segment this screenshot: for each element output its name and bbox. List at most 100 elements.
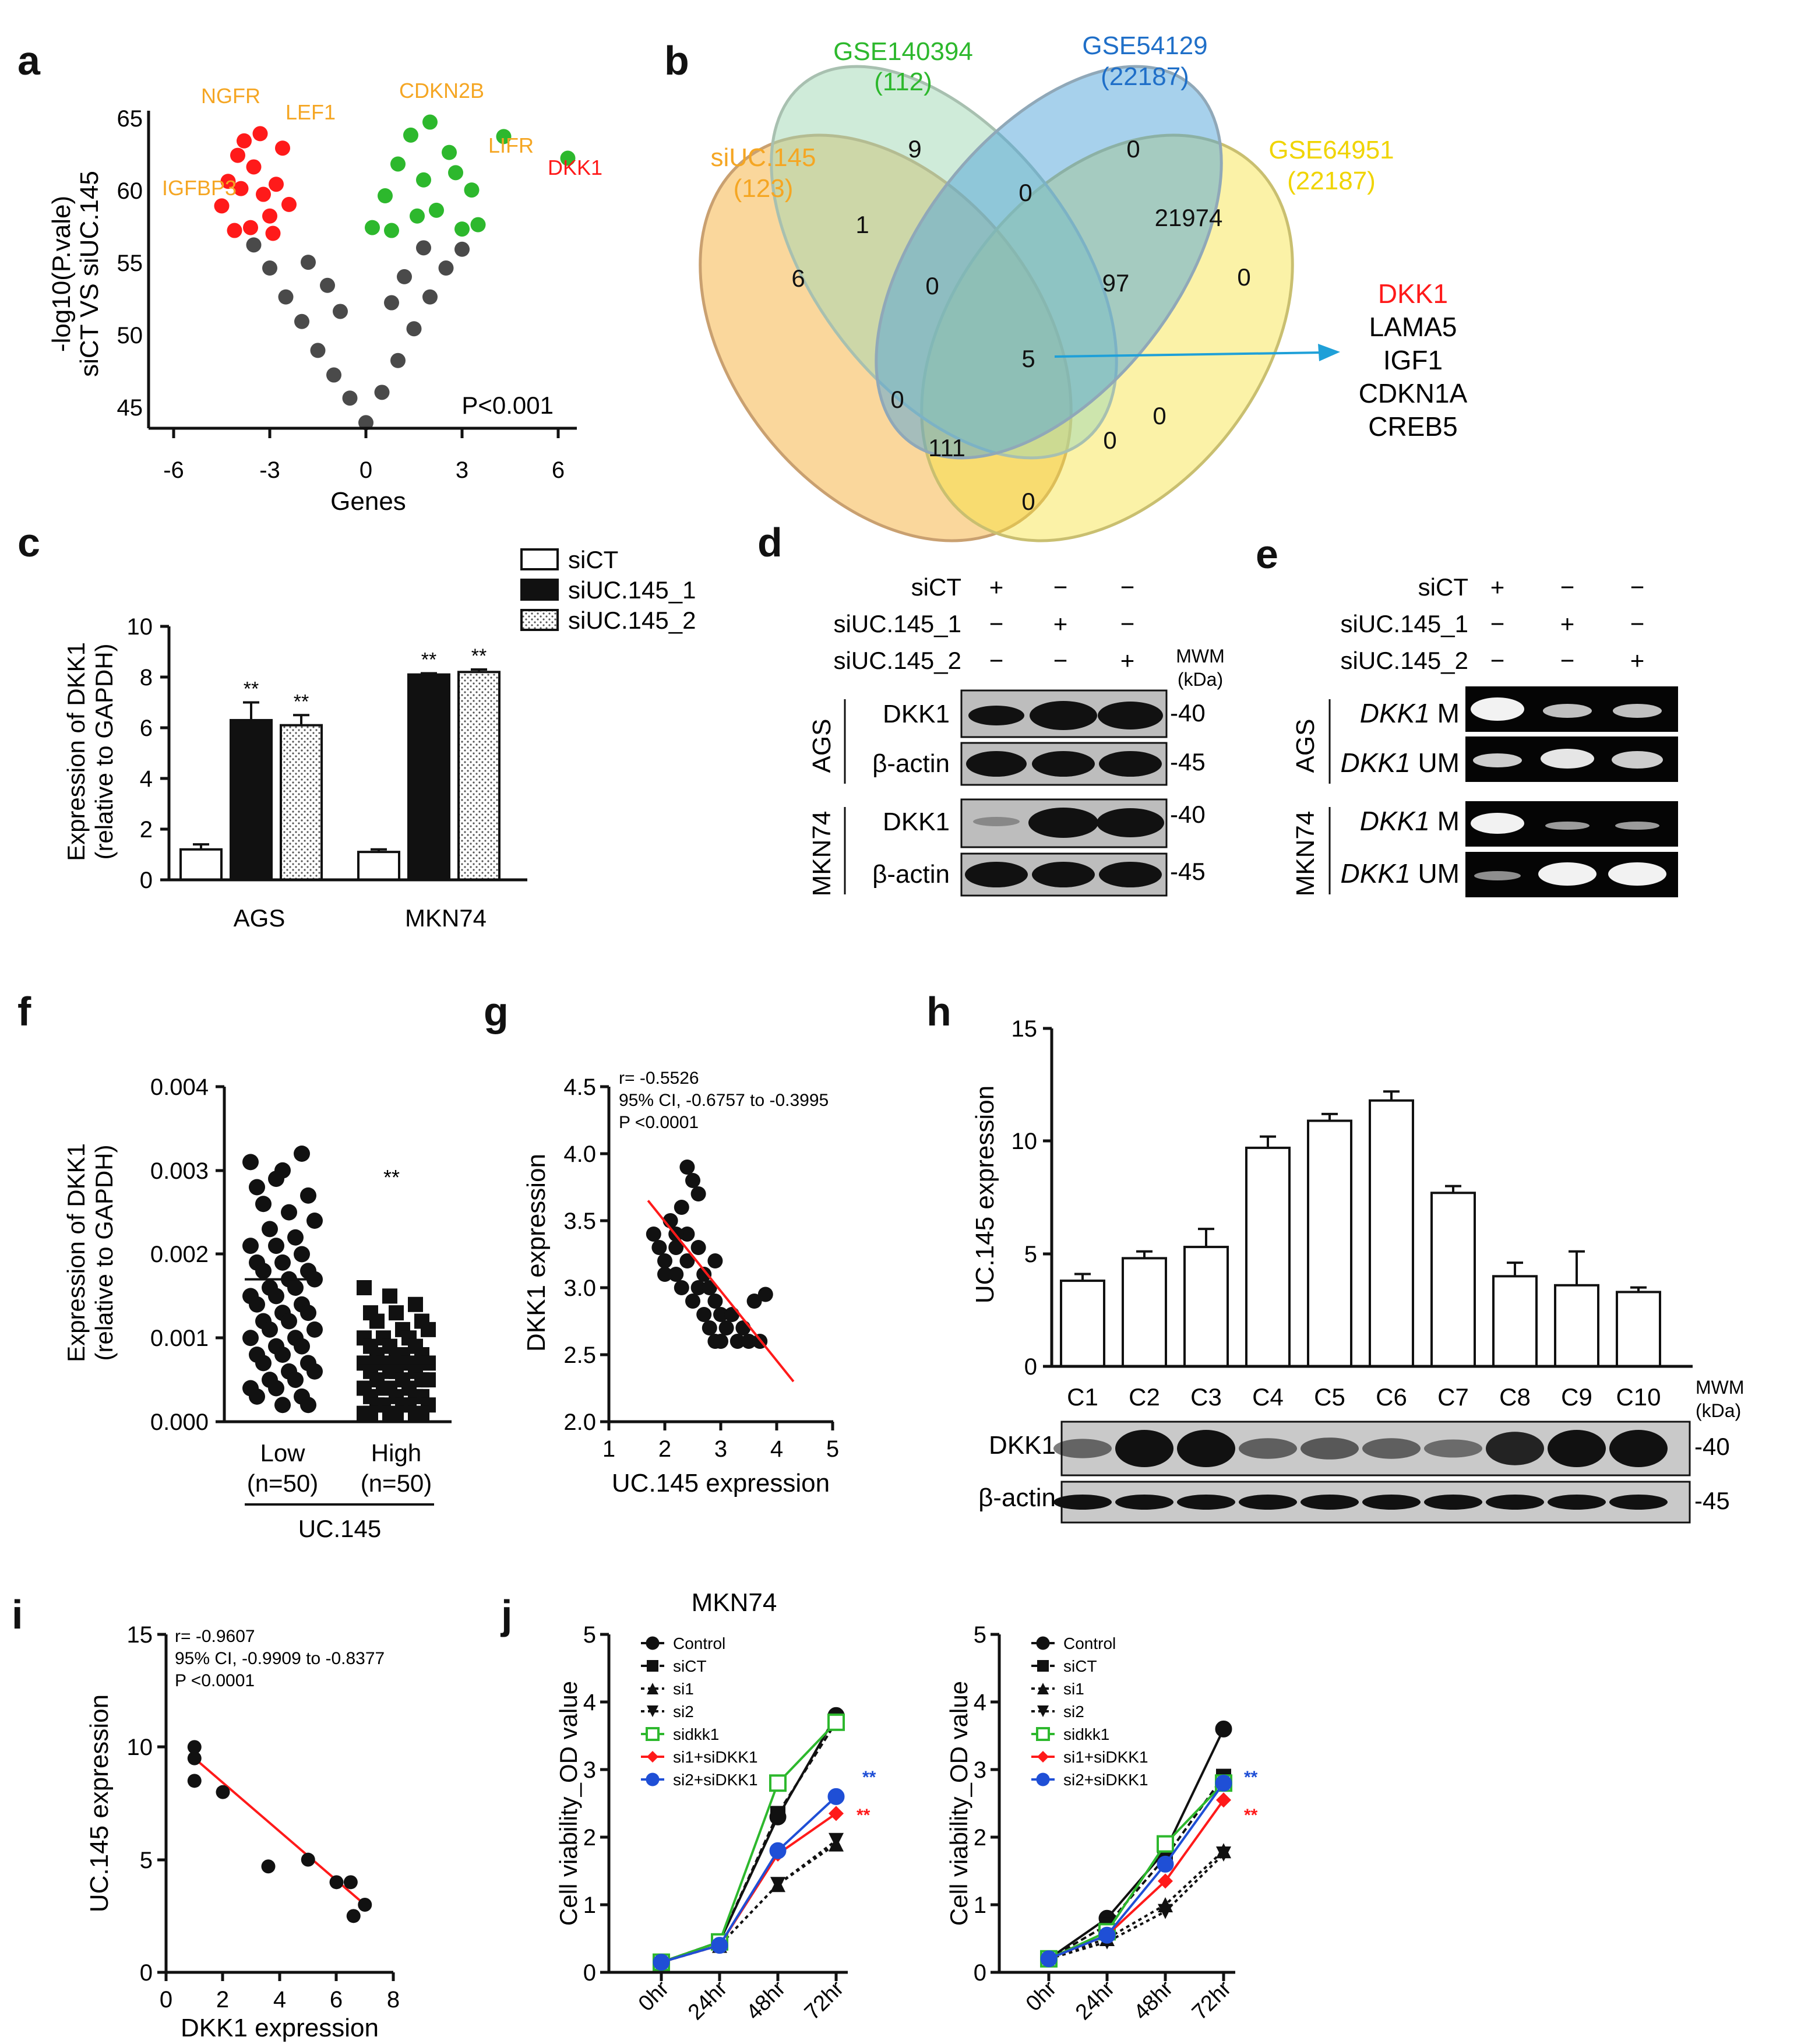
c-ytick: 8 <box>140 665 153 690</box>
volcano-point <box>246 237 262 253</box>
legend-label: si2+siDKK1 <box>673 1771 758 1789</box>
panel-letter-f: f <box>17 989 31 1034</box>
volcano-point <box>464 182 480 198</box>
h-ytick: 10 <box>1012 1129 1038 1154</box>
a-xtick: 0 <box>360 457 372 483</box>
dot-point <box>268 1380 284 1397</box>
legend-label: si2+siDKK1 <box>1063 1771 1148 1789</box>
volcano-point <box>256 186 271 202</box>
f-sig: ** <box>383 1165 400 1189</box>
venn-gene: IGF1 <box>1383 345 1443 375</box>
series-marker <box>647 1751 658 1763</box>
j-ytick: 0 <box>583 1960 596 1986</box>
volcano-point <box>416 240 431 256</box>
label-cdkn2b: CDKN2B <box>399 79 484 103</box>
j-xtick: 0hr <box>634 1976 674 2016</box>
category-label: C3 <box>1190 1383 1222 1411</box>
e-sign: − <box>1490 610 1505 637</box>
d-size: -45 <box>1170 748 1206 776</box>
d-size: -45 <box>1170 858 1206 885</box>
scatter-point <box>187 1751 202 1765</box>
scatter-point <box>187 1740 202 1754</box>
a-xtick: -3 <box>259 457 280 483</box>
volcano-plot: 45 50 55 60 65 -6 -3 0 3 6 Genes -log10(… <box>47 79 602 516</box>
i-ytick: 10 <box>127 1735 153 1760</box>
panel-letter-d: d <box>757 520 783 565</box>
dot-point <box>249 1179 265 1196</box>
a-ylabel: siCT VS siUC.145 <box>75 171 104 377</box>
j-title-ags: MKN74 <box>692 1588 777 1617</box>
d-protein: β-actin <box>872 860 950 889</box>
panel-letter-i: i <box>12 1592 23 1637</box>
h-ytick: 0 <box>1024 1354 1037 1380</box>
f-ytick: 0.001 <box>150 1326 209 1351</box>
bar <box>1307 1119 1352 1368</box>
series-marker <box>647 1705 658 1717</box>
series-marker <box>1215 1720 1232 1738</box>
svg-text:DKK1 M: DKK1 M <box>1360 806 1460 836</box>
category-label: C5 <box>1314 1383 1345 1411</box>
square-point <box>382 1288 397 1304</box>
c-legend-label: siCT <box>568 546 618 573</box>
blot-band-dkk1 <box>1486 1432 1544 1465</box>
bar <box>179 848 223 882</box>
a-xlabel: Genes <box>330 487 406 516</box>
bar <box>1122 1257 1167 1368</box>
j-ytick: 0 <box>974 1960 986 1986</box>
panel-letter-g: g <box>484 989 509 1034</box>
bar <box>280 724 323 882</box>
venn-region: 5 <box>1021 345 1035 372</box>
blot-band-dkk1 <box>1362 1438 1421 1459</box>
dot-point <box>255 1263 272 1280</box>
scatter-point <box>343 1875 358 1890</box>
c-legend-label: siUC.145_2 <box>568 607 696 634</box>
dot-point <box>287 1372 304 1388</box>
volcano-point <box>410 208 425 224</box>
d-sign: + <box>1120 647 1135 674</box>
bar <box>1060 1280 1105 1368</box>
e-sign: − <box>1630 573 1645 601</box>
j-legend-ags: Control siCT si1 si2 sidkk1 si1+siDKK1 si2+siD… <box>641 1634 758 1789</box>
dot-point <box>255 1355 272 1372</box>
scatter-point <box>657 1253 672 1268</box>
h-ytick: 5 <box>1024 1242 1037 1267</box>
series-marker <box>1036 1727 1050 1741</box>
h-mwm: MWM <box>1696 1377 1744 1398</box>
series-line <box>1048 1799 1225 1960</box>
bar <box>1430 1192 1476 1368</box>
venn-count-gse64951: (22187) <box>1287 167 1376 195</box>
i-stat: 95% CI, -0.9909 to -0.8377 <box>175 1649 385 1668</box>
volcano-point <box>227 223 242 238</box>
dot-point <box>294 1146 310 1162</box>
volcano-point <box>265 225 281 241</box>
g-ytick: 3.5 <box>563 1208 596 1234</box>
venn-region: 1 <box>855 211 869 238</box>
venn-region: 21974 <box>1155 204 1223 231</box>
c-ytick: 6 <box>140 716 153 741</box>
d-mwm: MWM <box>1176 646 1225 667</box>
g-ylabel: DKK1 expression <box>522 1154 551 1352</box>
g-ytick: 3.0 <box>563 1275 596 1301</box>
dot-plot-dkk1: 0.000 0.001 0.002 0.003 0.004 Expression… <box>62 1074 452 1542</box>
label-lef1: LEF1 <box>286 100 336 124</box>
scatter-point <box>216 1785 230 1799</box>
volcano-point <box>378 188 393 204</box>
c-legend: siCT siUC.145_1 siUC.145_2 <box>520 546 696 634</box>
h-size: -40 <box>1694 1433 1730 1460</box>
venn-region: 0 <box>1237 263 1250 291</box>
j-xtick: 48hr <box>1129 1976 1178 2025</box>
dot-point <box>300 1397 316 1414</box>
legend-label: siCT <box>1063 1657 1097 1675</box>
d-protein: DKK1 <box>883 700 950 728</box>
square-point <box>414 1405 429 1421</box>
series-marker <box>1037 1683 1049 1694</box>
i-ytick: 5 <box>140 1848 153 1873</box>
a-ytick: 65 <box>117 106 143 132</box>
a-ytick: 45 <box>117 395 143 421</box>
bar-series: ** ** ** ** <box>179 645 501 882</box>
f-n: (n=50) <box>247 1469 319 1497</box>
volcano-point <box>365 220 380 235</box>
dot-point <box>274 1162 291 1179</box>
scatter-point <box>679 1253 695 1268</box>
series-marker <box>646 1636 660 1650</box>
